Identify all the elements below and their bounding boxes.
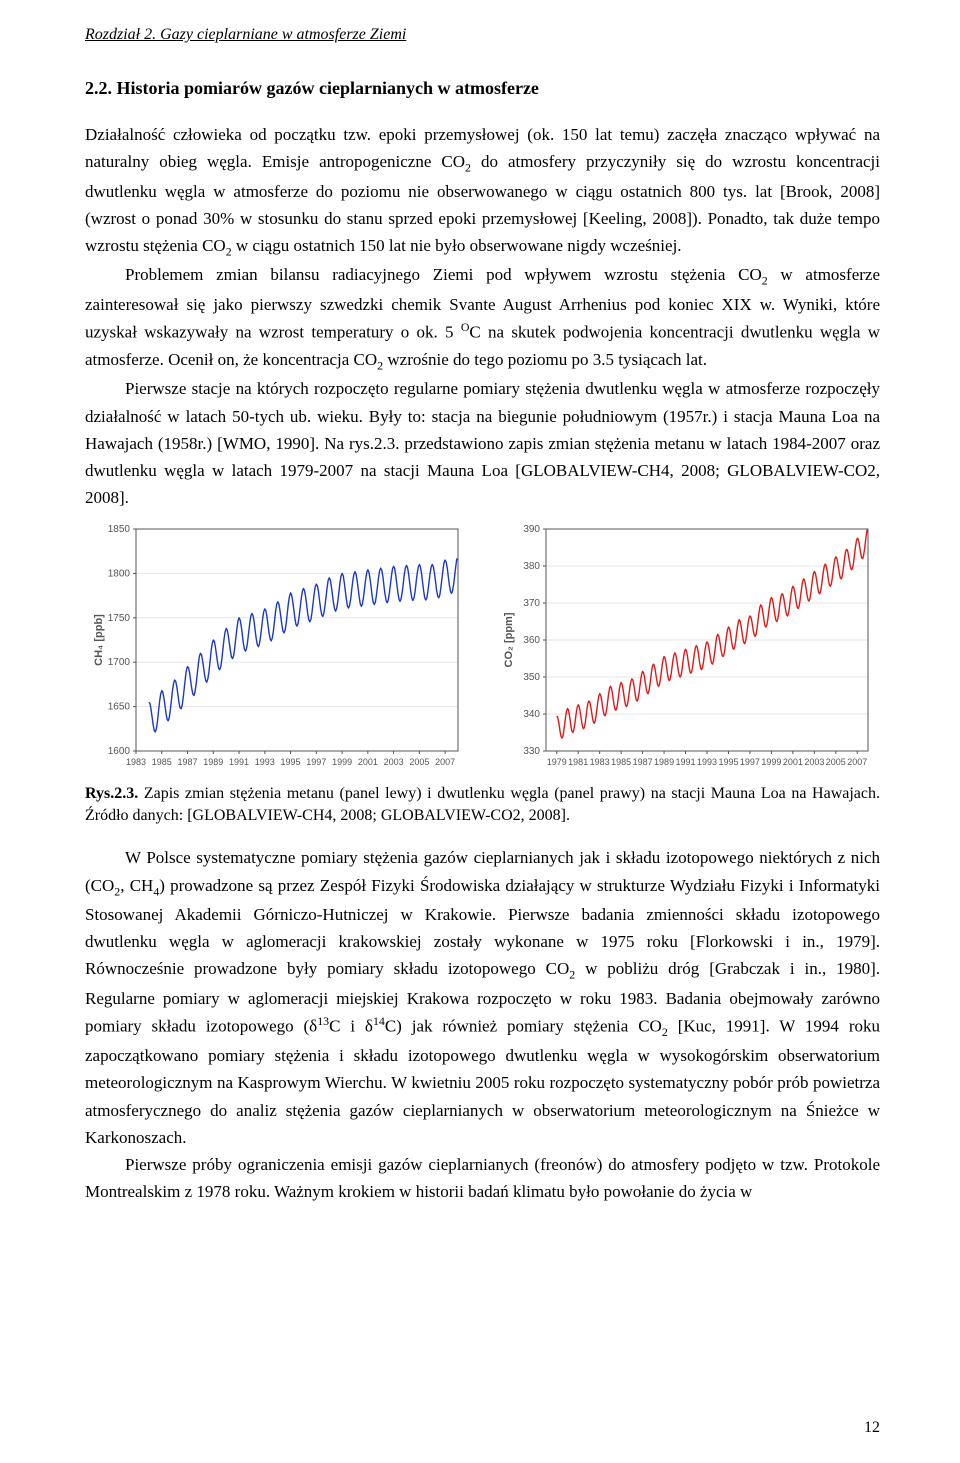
svg-text:1800: 1800 — [107, 569, 130, 580]
svg-text:360: 360 — [523, 635, 540, 646]
svg-text:1997: 1997 — [306, 757, 326, 767]
svg-text:1991: 1991 — [675, 757, 695, 767]
svg-text:1983: 1983 — [125, 757, 145, 767]
section-title: 2.2. Historia pomiarów gazów cieplarnian… — [85, 78, 880, 99]
svg-text:1989: 1989 — [654, 757, 674, 767]
svg-text:1987: 1987 — [632, 757, 652, 767]
svg-text:1981: 1981 — [568, 757, 588, 767]
chart-co2: 3303403503603703803901979198119831985198… — [498, 519, 878, 779]
svg-text:1979: 1979 — [546, 757, 566, 767]
svg-text:380: 380 — [523, 561, 540, 572]
svg-text:370: 370 — [523, 598, 540, 609]
svg-text:1987: 1987 — [177, 757, 197, 767]
svg-text:1700: 1700 — [107, 657, 130, 668]
paragraph-4: W Polsce systematyczne pomiary stężenia … — [85, 844, 880, 1150]
body-text-block-2: W Polsce systematyczne pomiary stężenia … — [85, 844, 880, 1205]
svg-text:2005: 2005 — [409, 757, 429, 767]
text: wzrośnie do tego poziomu po 3.5 tysiącac… — [383, 350, 707, 369]
figure-2-3: 1600165017001750180018501983198519871989… — [85, 519, 880, 779]
page: Rozdział 2. Gazy cieplarniane w atmosfer… — [0, 0, 960, 1463]
svg-text:1650: 1650 — [107, 702, 130, 713]
svg-text:1997: 1997 — [739, 757, 759, 767]
svg-text:1989: 1989 — [203, 757, 223, 767]
chart-ch4: 1600 1650 1700 1750 1800 1850 1983 1985 1987 1989… — [88, 519, 468, 779]
svg-text:390: 390 — [523, 524, 540, 535]
text: C) jak również pomiary stężenia CO — [385, 1017, 662, 1036]
svg-text:1999: 1999 — [761, 757, 781, 767]
svg-text:2005: 2005 — [825, 757, 845, 767]
svg-text:1983: 1983 — [589, 757, 609, 767]
text: C i δ — [329, 1017, 373, 1036]
svg-text:2007: 2007 — [847, 757, 867, 767]
body-text-block-1: Działalność człowieka od początku tzw. e… — [85, 121, 880, 511]
paragraph-3: Pierwsze stacje na których rozpoczęto re… — [85, 375, 880, 511]
page-number: 12 — [864, 1419, 880, 1437]
svg-text:CO₂ [ppm]: CO₂ [ppm] — [503, 612, 515, 667]
svg-text:2001: 2001 — [782, 757, 802, 767]
svg-text:2001: 2001 — [357, 757, 377, 767]
svg-text:1999: 1999 — [332, 757, 352, 767]
svg-text:350: 350 — [523, 672, 540, 683]
svg-text:340: 340 — [523, 709, 540, 720]
svg-text:2007: 2007 — [435, 757, 455, 767]
svg-text:1991: 1991 — [229, 757, 249, 767]
paragraph-2: Problemem zmian bilansu radiacyjnego Zie… — [85, 261, 880, 375]
text: Pierwsze stacje na których rozpoczęto re… — [85, 379, 880, 507]
chart-co2-svg: 3303403503603703803901979198119831985198… — [498, 519, 878, 779]
text: , CH — [120, 876, 153, 895]
paragraph-1: Działalność człowieka od początku tzw. e… — [85, 121, 880, 261]
paragraph-5: Pierwsze próby ograniczenia emisji gazów… — [85, 1151, 880, 1205]
svg-text:1850: 1850 — [107, 524, 130, 535]
figure-caption: Rys.2.3. Zapis zmian stężenia metanu (pa… — [85, 783, 880, 826]
svg-text:1985: 1985 — [611, 757, 631, 767]
figure-caption-text: Zapis zmian stężenia metanu (panel lewy)… — [85, 785, 880, 824]
svg-text:1750: 1750 — [107, 613, 130, 624]
sup-13: 13 — [317, 1014, 329, 1028]
svg-text:1995: 1995 — [280, 757, 300, 767]
svg-text:330: 330 — [523, 746, 540, 757]
svg-text:2003: 2003 — [804, 757, 824, 767]
text: Problemem zmian bilansu radiacyjnego Zie… — [125, 265, 762, 284]
svg-text:1993: 1993 — [696, 757, 716, 767]
text: Pierwsze próby ograniczenia emisji gazów… — [85, 1155, 880, 1201]
chart-ch4-svg: 1600 1650 1700 1750 1800 1850 1983 1985 1987 1989… — [88, 519, 468, 779]
text: w ciągu ostatnich 150 lat nie było obser… — [232, 236, 682, 255]
svg-text:1993: 1993 — [254, 757, 274, 767]
running-header: Rozdział 2. Gazy cieplarniane w atmosfer… — [85, 26, 880, 44]
figure-label: Rys.2.3. — [85, 785, 138, 802]
svg-text:1985: 1985 — [151, 757, 171, 767]
sup-14: 14 — [373, 1014, 385, 1028]
svg-text:2003: 2003 — [383, 757, 403, 767]
svg-text:1600: 1600 — [107, 746, 130, 757]
svg-text:CH₄ [ppb]: CH₄ [ppb] — [93, 614, 105, 666]
svg-text:1995: 1995 — [718, 757, 738, 767]
text: [Kuc, 1991]. W 1994 roku zapoczątkowano … — [85, 1017, 880, 1147]
